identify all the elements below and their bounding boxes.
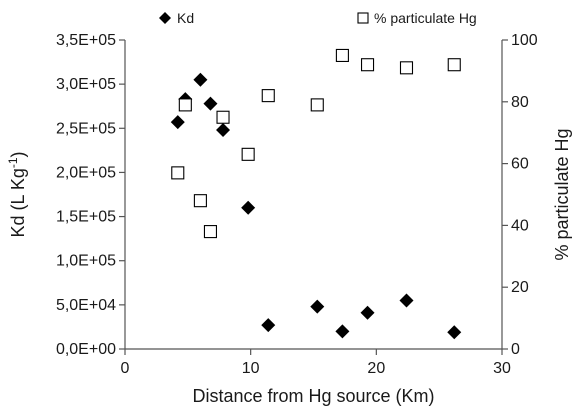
legend-particulate-marker	[357, 12, 369, 24]
particulate-hg-point	[261, 89, 275, 103]
particulate-hg-point	[310, 98, 324, 112]
kd-point	[193, 72, 208, 87]
legend-item-kd: Kd	[159, 10, 194, 26]
y-left-tick-label: 2,0E+05	[56, 164, 116, 181]
kd-point	[447, 325, 462, 340]
y-left-tick-label: 0,0E+00	[56, 341, 116, 358]
y-right-tick-label: 100	[511, 32, 538, 49]
kd-point	[241, 200, 256, 215]
kd-point	[203, 96, 218, 111]
y-axis-left-title-main: Kd (L Kg	[8, 168, 28, 237]
legend-kd-label: Kd	[177, 10, 194, 26]
particulate-hg-point	[241, 147, 255, 161]
kd-point	[399, 293, 414, 308]
y-right-tick-label: 80	[511, 94, 529, 111]
kd-point	[335, 324, 350, 339]
legend-kd-marker	[159, 12, 171, 24]
y-axis-left-title-end: )	[8, 151, 28, 157]
particulate-hg-point	[178, 98, 192, 112]
y-left-tick-label: 5,0E+04	[56, 297, 116, 314]
y-right-tick-label: 60	[511, 156, 529, 173]
x-tick-label: 30	[493, 360, 511, 377]
kd-point	[216, 123, 231, 138]
particulate-hg-point	[171, 166, 185, 180]
legend: Kd % particulate Hg	[159, 10, 477, 26]
particulate-hg-point	[335, 48, 349, 63]
y-left-tick-label: 1,5E+05	[56, 209, 116, 226]
y-axis-left-title: Kd (L Kg-1)	[6, 151, 28, 237]
series-kd	[170, 72, 462, 340]
y-left-tick-label: 1,0E+05	[56, 253, 116, 270]
y-left-tick-label: 3,0E+05	[56, 76, 116, 93]
y-right-tick-label: 20	[511, 279, 529, 296]
axes	[124, 40, 503, 350]
y-axis-left-title-sup: -1	[6, 157, 20, 168]
y-axis-right-title: % particulate Hg	[552, 128, 572, 260]
y-right-tick-label: 40	[511, 217, 529, 234]
y-right-tick-label: 0	[511, 341, 520, 358]
legend-item-particulate-hg: % particulate Hg	[357, 10, 477, 26]
particulate-hg-point	[216, 110, 230, 124]
kd-point	[261, 318, 276, 333]
kd-point	[310, 299, 325, 314]
x-tick-label: 20	[367, 360, 385, 377]
particulate-hg-point	[193, 194, 207, 208]
ticks: 0 10 20 30 0,0E+00 5,0E+04 1,0E+05 1,5E+05 2,0E+…	[56, 32, 538, 377]
x-tick-label: 0	[121, 360, 130, 377]
kd-point	[360, 305, 375, 320]
particulate-hg-point	[203, 225, 218, 239]
x-tick-label: 10	[242, 360, 260, 377]
kd-point	[170, 115, 185, 130]
legend-particulate-label: % particulate Hg	[374, 10, 477, 26]
y-left-tick-label: 3,5E+05	[56, 32, 116, 49]
particulate-hg-point	[447, 58, 461, 72]
particulate-hg-point	[360, 58, 375, 72]
particulate-hg-point	[399, 61, 414, 75]
x-axis-title: Distance from Hg source (Km)	[192, 386, 434, 406]
y-left-tick-label: 2,5E+05	[56, 120, 116, 137]
series-particulate-hg	[171, 48, 461, 239]
